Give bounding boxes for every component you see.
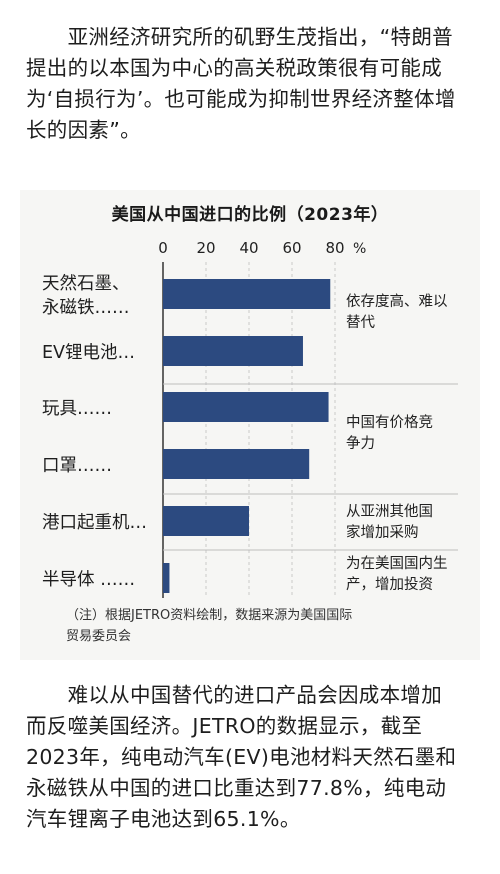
x-tick-label: 80 <box>325 239 344 257</box>
bar <box>163 449 310 479</box>
text-line: 为‘自损行为’。也可能成为抑制世界经济整体增 <box>26 87 456 111</box>
bar <box>163 392 329 422</box>
category-label: 玩具…… <box>42 399 112 419</box>
annotation-text: 替代 <box>346 314 375 331</box>
category-label: 口罩…… <box>42 456 112 476</box>
category-label: EV锂电池… <box>42 343 135 363</box>
x-unit-label: % <box>353 241 366 257</box>
text-line: 永磁铁从中国的进口比重达到77.8%，纯电动 <box>26 776 447 800</box>
text-line: 汽车锂离子电池达到65.1%。 <box>26 807 301 831</box>
note-line: 贸易委员会 <box>66 629 132 644</box>
annotation-text: 中国有价格竞 <box>346 413 433 431</box>
bar <box>163 563 170 593</box>
annotation-text: 家增加采购 <box>346 524 419 541</box>
x-tick-label: 0 <box>158 239 168 257</box>
chart-note: （注）根据JETRO资料绘制，数据来源为美国国际 贸易委员会 <box>66 605 466 647</box>
bar <box>163 336 303 366</box>
chart-figure <box>20 190 480 660</box>
chart-title: 美国从中国进口的比例（2023年） <box>111 205 389 225</box>
text-line: 难以从中国替代的进口产品会因成本增加 <box>26 683 442 707</box>
annotation-text: 争力 <box>346 434 375 452</box>
article-paragraph-top: 亚洲经济研究所的矶野生茂指出，“特朗普 提出的以本国为中心的高关税政策很有可能成… <box>26 22 478 146</box>
annotation-text: 依存度高、难以 <box>346 293 448 310</box>
category-label: 天然石墨、 <box>42 274 130 294</box>
annotation-text: 从亚洲其他国 <box>346 503 433 520</box>
text-line: 亚洲经济研究所的矶野生茂指出，“特朗普 <box>26 25 453 49</box>
category-label: 半导体 …… <box>42 570 135 590</box>
annotation-text: 为在美国国内生 <box>346 555 448 572</box>
note-line: （注）根据JETRO资料绘制，数据来源为美国国际 <box>66 608 353 623</box>
category-label: 永磁铁…… <box>42 298 130 318</box>
article-paragraph-bottom: 难以从中国替代的进口产品会因成本增加 而反噬美国经济。JETRO的数据显示，截至… <box>26 680 478 835</box>
bar <box>163 279 331 309</box>
text-line: 提出的以本国为中心的高关税政策很有可能成 <box>26 56 442 80</box>
text-line: 2023年，纯电动汽车(EV)电池材料天然石墨和 <box>26 745 457 769</box>
annotation-text: 产，增加投资 <box>346 576 433 593</box>
category-label: 港口起重机… <box>42 513 147 533</box>
bar <box>163 506 249 536</box>
x-tick-label: 20 <box>196 239 215 257</box>
text-line: 长的因素”。 <box>26 118 141 142</box>
x-tick-label: 40 <box>239 239 258 257</box>
text-line: 而反噬美国经济。JETRO的数据显示，截至 <box>26 714 423 738</box>
x-tick-label: 60 <box>282 239 301 257</box>
